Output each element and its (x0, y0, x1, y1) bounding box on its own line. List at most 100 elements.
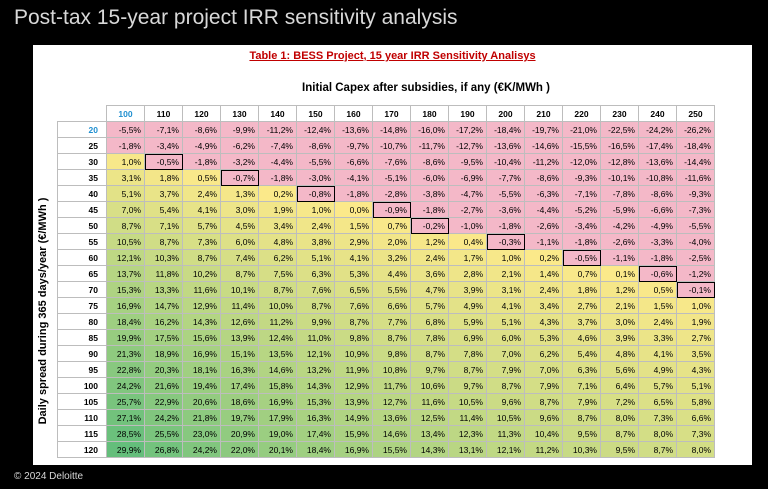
table-row: 65 13,7% 11,8% 10,2% 8,7% 7,5% 6,3% 5,3% 4,4% 3,6… (57, 265, 715, 282)
column-header: 110 (144, 105, 183, 122)
irr-cell: -1,0% (448, 217, 487, 234)
irr-cell: -14,4% (676, 153, 715, 170)
irr-cell: 3,1% (486, 281, 525, 298)
irr-cell: -3,3% (638, 233, 677, 250)
column-header: 230 (600, 105, 639, 122)
irr-cell: 15,3% (296, 393, 335, 410)
irr-cell: 8,7% (220, 265, 259, 282)
row-header: 85 (57, 329, 107, 346)
row-axis-label: Daily spread during 365 days/year (€/MWh… (37, 197, 49, 425)
irr-cell: -4,1% (334, 169, 373, 186)
row-header: 105 (57, 393, 107, 410)
irr-cell: 14,3% (296, 377, 335, 394)
irr-cell: -12,0% (562, 153, 601, 170)
irr-cell: 10,6% (410, 377, 449, 394)
irr-cell: 4,3% (524, 313, 563, 330)
irr-cell: 12,9% (182, 297, 221, 314)
irr-cell: 14,6% (258, 361, 297, 378)
irr-cell: -4,0% (676, 233, 715, 250)
irr-cell: -16,0% (410, 121, 449, 138)
table-row: 60 12,1% 10,3% 8,7% 7,4% 6,2% 5,1% 4,1% 3,2% 2,4%… (57, 249, 715, 266)
irr-cell: 6,0% (220, 233, 259, 250)
table-row: 70 15,3% 13,3% 11,6% 10,1% 8,7% 7,6% 6,5% 5,5% 4,… (57, 281, 715, 298)
irr-cell: 2,4% (524, 281, 563, 298)
irr-cell: -2,7% (448, 201, 487, 218)
irr-cell: 18,6% (220, 393, 259, 410)
irr-cell: 16,2% (144, 313, 183, 330)
irr-cell: -1,8% (486, 217, 525, 234)
irr-cell: 24,2% (106, 377, 145, 394)
irr-cell: -7,1% (144, 121, 183, 138)
irr-cell: -7,8% (600, 185, 639, 202)
irr-cell: 1,8% (144, 169, 183, 186)
irr-cell: -11,6% (676, 169, 715, 186)
irr-cell: 7,9% (524, 377, 563, 394)
irr-cell: 0,5% (638, 281, 677, 298)
irr-cell: -1,8% (638, 249, 677, 266)
irr-cell: 5,1% (676, 377, 715, 394)
table-row: 50 8,7% 7,1% 5,7% 4,5% 3,4% 2,4% 1,5% 0,7% -0,2% -… (57, 217, 715, 234)
irr-cell: 11,8% (144, 265, 183, 282)
irr-cell: 1,7% (448, 249, 487, 266)
irr-cell: -3,2% (220, 153, 259, 170)
irr-cell: -1,8% (182, 153, 221, 170)
row-header: 115 (57, 425, 107, 442)
irr-cell: 19,4% (182, 377, 221, 394)
irr-cell: -4,4% (258, 153, 297, 170)
row-header: 40 (57, 185, 107, 202)
irr-cell: 5,7% (182, 217, 221, 234)
irr-cell: -7,3% (676, 201, 715, 218)
irr-cell: 9,8% (334, 329, 373, 346)
irr-cell: 12,1% (106, 249, 145, 266)
irr-cell: 11,4% (220, 297, 259, 314)
grid-corner (57, 105, 107, 122)
irr-cell: -12,8% (600, 153, 639, 170)
irr-cell: -5,9% (600, 201, 639, 218)
irr-cell: 8,7% (410, 345, 449, 362)
irr-cell: -17,4% (638, 137, 677, 154)
irr-cell: -0,8% (296, 185, 335, 202)
row-header: 80 (57, 313, 107, 330)
irr-cell: 2,7% (676, 329, 715, 346)
row-header: 50 (57, 217, 107, 234)
irr-cell: -22,5% (600, 121, 639, 138)
irr-cell: -1,2% (676, 265, 715, 282)
irr-cell: 0,4% (448, 233, 487, 250)
irr-cell: -10,7% (372, 137, 411, 154)
irr-cell: 14,9% (334, 409, 373, 426)
irr-cell: 11,6% (410, 393, 449, 410)
irr-cell: -2,6% (524, 217, 563, 234)
irr-cell: 19,9% (106, 329, 145, 346)
irr-cell: -1,8% (334, 185, 373, 202)
column-header: 160 (334, 105, 373, 122)
irr-cell: 2,8% (448, 265, 487, 282)
irr-cell: 9,6% (524, 409, 563, 426)
irr-cell: -13,6% (486, 137, 525, 154)
irr-cell: 15,6% (182, 329, 221, 346)
irr-cell: 2,9% (334, 233, 373, 250)
irr-cell: 8,7% (562, 409, 601, 426)
irr-cell: 7,6% (296, 281, 335, 298)
irr-cell: 9,9% (296, 313, 335, 330)
irr-cell: 5,9% (448, 313, 487, 330)
irr-cell: 7,3% (676, 425, 715, 442)
irr-cell: 16,3% (296, 409, 335, 426)
irr-cell: 17,5% (144, 329, 183, 346)
irr-cell: -0,1% (676, 281, 715, 298)
irr-cell: 16,9% (182, 345, 221, 362)
irr-cell: 5,3% (524, 329, 563, 346)
irr-cell: 7,7% (372, 313, 411, 330)
irr-cell: -2,6% (600, 233, 639, 250)
irr-cell: 3,5% (676, 345, 715, 362)
irr-cell: 5,7% (638, 377, 677, 394)
irr-cell: 2,1% (600, 297, 639, 314)
irr-sensitivity-grid: 100 110 120 130 140 150 160 170 180 190 200 210 220 2… (57, 105, 715, 458)
irr-cell: 3,4% (524, 297, 563, 314)
irr-cell: 16,9% (258, 393, 297, 410)
irr-cell: 3,2% (372, 249, 411, 266)
irr-cell: -8,6% (524, 169, 563, 186)
irr-cell: -0,6% (638, 265, 677, 282)
irr-cell: -5,5% (296, 153, 335, 170)
irr-cell: 11,0% (296, 329, 335, 346)
irr-cell: 6,6% (676, 409, 715, 426)
